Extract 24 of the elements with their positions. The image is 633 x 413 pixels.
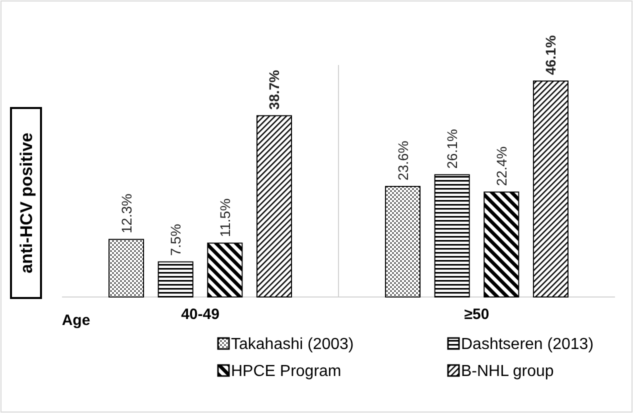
bar: [532, 80, 568, 298]
data-label: 7.5%: [168, 224, 184, 256]
data-label: 23.6%: [394, 140, 411, 180]
data-label: 11.5%: [216, 198, 233, 238]
data-label: 12.3%: [118, 194, 134, 234]
bar: [207, 242, 243, 298]
bar: [434, 174, 470, 298]
data-label: 46.1%: [542, 34, 559, 76]
y-axis-title: anti-HCV positive: [17, 132, 36, 274]
bar: [385, 186, 421, 298]
bar: [484, 192, 520, 298]
data-label: 26.1%: [444, 129, 460, 169]
legend-label: HPCE Program: [231, 363, 342, 380]
bar: [158, 261, 194, 298]
x-tick-label: 40-49: [181, 306, 220, 323]
legend-label: B-NHL group: [461, 363, 554, 380]
legend-label: Takahashi (2003): [231, 336, 354, 353]
legend-label: Dashtseren (2013): [461, 336, 594, 353]
x-axis-title: Age: [62, 312, 90, 329]
data-label: 38.7%: [266, 69, 282, 110]
bar: [256, 115, 292, 298]
x-tick-label: ≥50: [464, 306, 490, 323]
bar: [108, 238, 144, 298]
data-label: 22.4%: [493, 146, 510, 186]
